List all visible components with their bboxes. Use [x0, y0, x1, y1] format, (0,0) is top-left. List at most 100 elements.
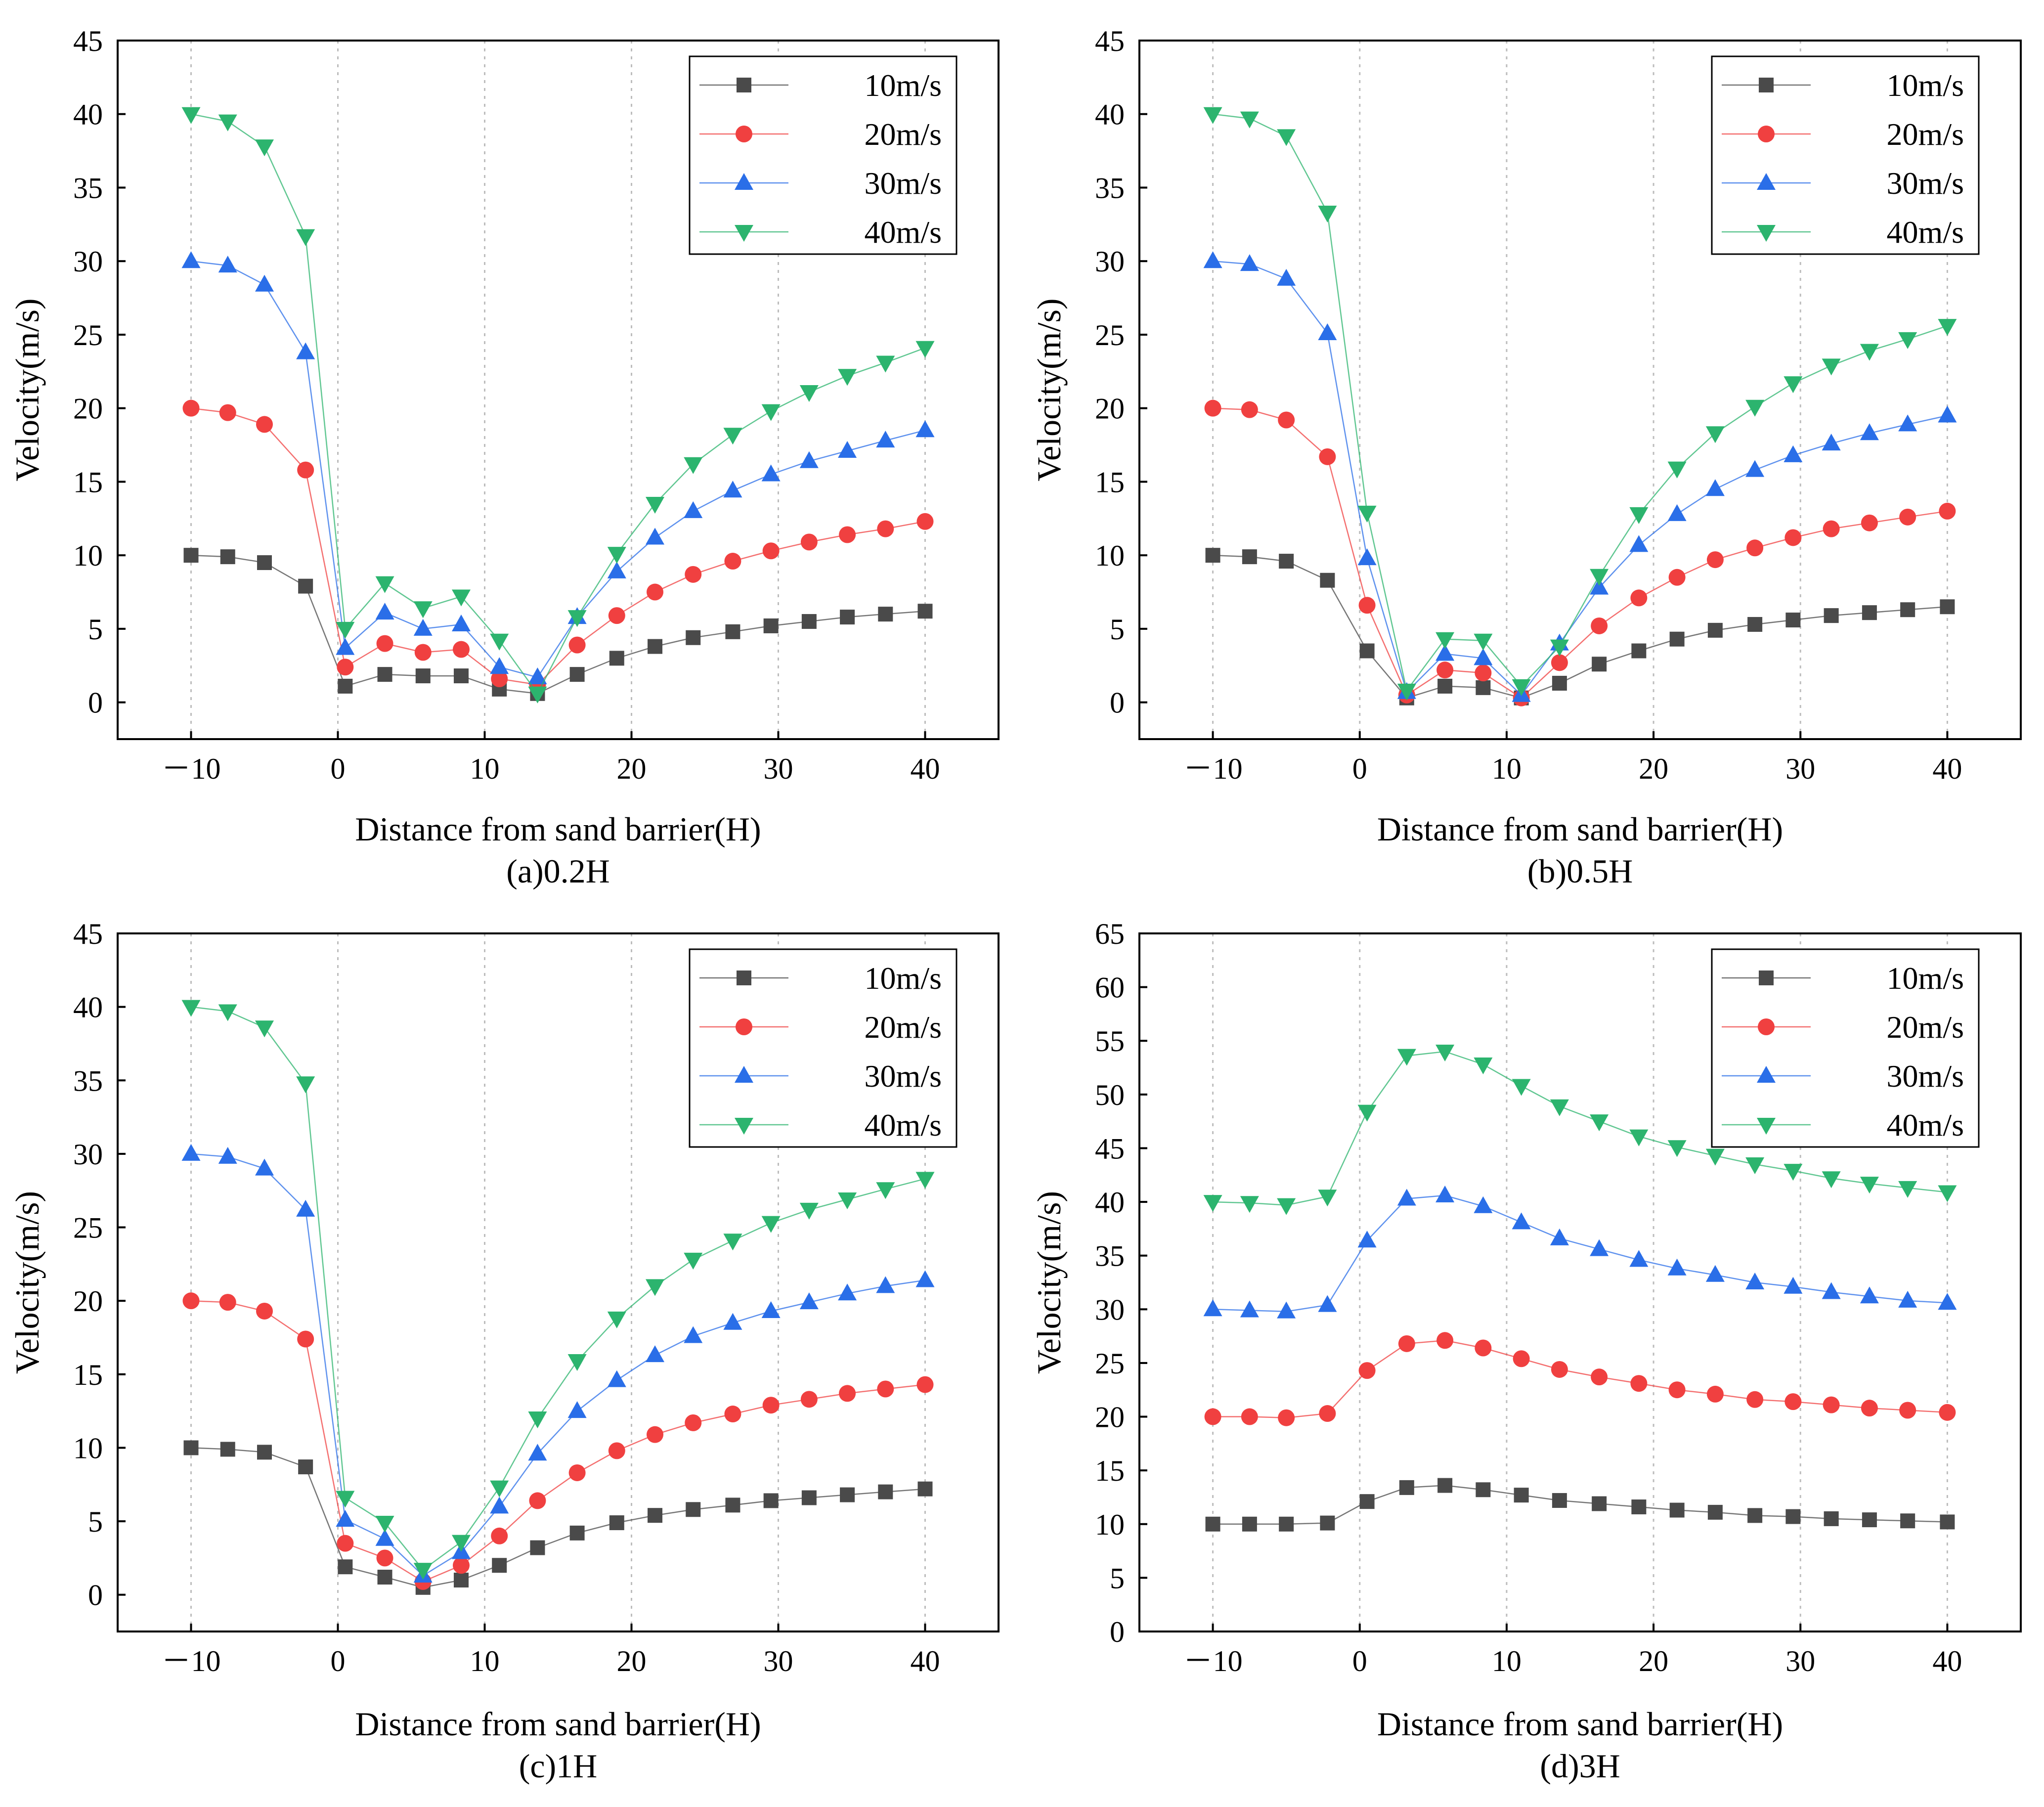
data-point: [1357, 548, 1377, 566]
data-point: [877, 1380, 894, 1398]
x-tick-label: 0: [331, 1645, 346, 1677]
data-point: [838, 369, 857, 386]
data-point: [1358, 1362, 1376, 1379]
x-tick-label: －10: [162, 752, 221, 785]
data-point: [220, 1442, 235, 1457]
data-point: [1823, 520, 1840, 537]
y-tick-label: 5: [1110, 613, 1125, 646]
data-point: [1552, 675, 1567, 691]
data-point: [1550, 1228, 1569, 1245]
data-point: [1240, 111, 1259, 129]
data-point: [1242, 549, 1257, 565]
y-tick-label: 0: [88, 1579, 103, 1612]
x-tick-label: 10: [1492, 1645, 1522, 1677]
data-point: [569, 667, 585, 682]
data-point: [648, 639, 663, 654]
legend-marker: [737, 78, 751, 92]
legend-marker: [1759, 970, 1774, 985]
legend-label: 40m/s: [865, 1107, 942, 1143]
data-point: [218, 256, 237, 273]
series-line: [191, 1006, 925, 1571]
data-point: [915, 1172, 935, 1189]
data-point: [296, 229, 315, 246]
y-tick-label: 35: [1095, 172, 1125, 204]
data-point: [724, 1406, 741, 1423]
data-point: [1938, 1185, 1957, 1202]
data-point: [877, 520, 894, 537]
data-point: [1898, 414, 1917, 432]
series-line: [1213, 1051, 1948, 1206]
data-point: [1318, 1190, 1337, 1207]
legend-marker: [1757, 225, 1776, 242]
data-point: [451, 589, 471, 607]
y-tick-label: 0: [88, 687, 103, 719]
x-tick-label: 20: [1639, 752, 1668, 785]
x-tick-label: 20: [1639, 1645, 1668, 1677]
data-point: [1898, 1290, 1917, 1308]
data-point: [1822, 1171, 1841, 1189]
data-point: [800, 533, 818, 551]
data-point: [609, 1515, 624, 1531]
data-point: [338, 1559, 353, 1575]
data-point: [1705, 1265, 1725, 1282]
data-point: [219, 404, 236, 421]
data-point: [1823, 1396, 1840, 1413]
data-point: [452, 1557, 470, 1574]
data-point: [1938, 1293, 1957, 1310]
legend-marker: [736, 126, 752, 142]
y-tick-label: 55: [1095, 1025, 1125, 1058]
data-point: [723, 481, 742, 498]
data-point: [1669, 1502, 1685, 1518]
data-point: [1277, 129, 1296, 146]
y-tick-label: 15: [1095, 466, 1125, 498]
data-point: [1669, 631, 1685, 647]
legend-marker: [1758, 126, 1775, 142]
y-tick-label: 15: [73, 466, 103, 498]
data-point: [182, 399, 200, 417]
data-point: [257, 555, 272, 571]
series-line: [191, 1153, 925, 1577]
data-point: [255, 274, 274, 292]
data-point: [336, 1491, 355, 1508]
data-point: [1745, 1157, 1765, 1175]
data-point: [1435, 1044, 1455, 1061]
data-point: [491, 670, 508, 688]
data-point: [1592, 657, 1607, 672]
data-point: [1204, 1408, 1221, 1425]
data-point: [761, 1301, 781, 1318]
data-point: [336, 1510, 355, 1527]
y-tick-label: 10: [73, 539, 103, 572]
data-point: [917, 1481, 933, 1497]
series-30m-per-s: [181, 1144, 935, 1583]
legend-label: 10m/s: [865, 961, 942, 996]
data-point: [529, 1492, 546, 1509]
y-tick-label: 15: [1095, 1454, 1125, 1487]
data-point: [336, 638, 355, 655]
legend-label: 10m/s: [1887, 961, 1964, 996]
data-point: [1667, 461, 1687, 479]
data-point: [1550, 1099, 1569, 1116]
y-tick-label: 40: [73, 98, 103, 131]
data-point: [1358, 597, 1376, 614]
data-point: [1629, 507, 1649, 524]
data-point: [218, 1004, 237, 1021]
data-point: [1359, 643, 1375, 659]
data-point: [1551, 654, 1568, 671]
data-point: [646, 1279, 665, 1296]
series-10m-per-s: [183, 1440, 933, 1595]
legend-marker: [736, 1018, 752, 1035]
data-point: [1512, 1212, 1531, 1230]
data-point: [1668, 569, 1686, 586]
legend: 10m/s 20m/s 30m/s 40m/s: [689, 55, 957, 255]
data-point: [839, 526, 856, 543]
x-tick-label: 40: [1932, 752, 1962, 785]
data-point: [1278, 411, 1295, 429]
data-point: [1318, 323, 1337, 340]
y-tick-label: 25: [1095, 1347, 1125, 1380]
data-point: [1898, 1181, 1917, 1198]
data-point: [1204, 399, 1221, 417]
data-point: [1783, 1164, 1803, 1181]
y-tick-label: 35: [73, 1064, 103, 1097]
data-point: [840, 610, 855, 625]
data-point: [1590, 569, 1609, 586]
